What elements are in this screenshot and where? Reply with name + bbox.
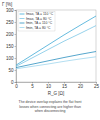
y-tick-mark bbox=[15, 22, 17, 23]
x-tick: 0 bbox=[15, 82, 18, 89]
x-tick: 20 bbox=[78, 82, 84, 89]
y-tick-label: 50 bbox=[8, 68, 14, 73]
y-tick-mark bbox=[15, 10, 17, 11]
y-tick-mark bbox=[15, 34, 17, 35]
legend-swatch bbox=[20, 14, 25, 15]
x-tick: 15 bbox=[62, 82, 68, 89]
x-tick-label: 0 bbox=[15, 84, 18, 89]
y-tick-mark bbox=[15, 46, 17, 47]
y-tick: 100 bbox=[6, 56, 16, 61]
y-tick-mark bbox=[15, 82, 17, 83]
y-tick-label: 250 bbox=[6, 20, 14, 25]
y-tick: 250 bbox=[6, 20, 16, 25]
y-axis: 0 50 100 150 200 250 300 bbox=[6, 8, 17, 85]
x-tick-label: 10 bbox=[46, 84, 52, 89]
legend-swatch bbox=[20, 23, 25, 24]
annotation: when disconnecting bbox=[35, 109, 66, 113]
x-tick: 5 bbox=[31, 82, 34, 89]
x-axis-title: R_G [Ω] bbox=[48, 91, 64, 96]
x-tick: 10 bbox=[46, 82, 52, 89]
y-axis-line bbox=[15, 11, 17, 83]
annotation: The device overlap explains the flat fro… bbox=[19, 100, 82, 104]
series-line bbox=[16, 26, 96, 67]
y-tick-label: 150 bbox=[6, 44, 14, 49]
y-tick-label: 300 bbox=[6, 8, 14, 13]
legend-swatch bbox=[20, 27, 25, 28]
series-line bbox=[16, 52, 96, 68]
x-axis-line bbox=[17, 83, 97, 84]
x-tick-label: 5 bbox=[31, 84, 34, 89]
x-tick: 25 bbox=[94, 82, 100, 89]
y-tick: 0 bbox=[11, 80, 16, 85]
legend-box bbox=[18, 12, 55, 32]
legend-label: fmax, TA = 80 °C bbox=[26, 17, 52, 21]
plot-frame bbox=[16, 10, 96, 82]
x-tick-label: 15 bbox=[62, 84, 68, 89]
legend-label: fmin, TA = 80 °C bbox=[26, 26, 51, 30]
y-tick-label: 100 bbox=[6, 56, 14, 61]
legend-swatch bbox=[20, 18, 25, 19]
y-tick: 300 bbox=[6, 8, 16, 13]
y-tick: 50 bbox=[8, 68, 16, 73]
y-tick-mark bbox=[15, 70, 17, 71]
y-tick-mark bbox=[15, 58, 17, 59]
chart: 0510152025050100150200250300fmax, TA = 1… bbox=[0, 0, 100, 120]
series-line bbox=[16, 57, 96, 69]
series-line bbox=[16, 16, 96, 65]
x-axis: 0 5 10 15 20 25 bbox=[15, 82, 99, 89]
y-tick-label: 0 bbox=[11, 80, 14, 85]
y-tick-label: 200 bbox=[6, 32, 14, 37]
lines bbox=[16, 16, 96, 69]
legend-label: fmax, TA = 110 °C bbox=[26, 12, 54, 16]
x-tick-label: 20 bbox=[78, 84, 84, 89]
y-axis-title: Γ [%] bbox=[2, 2, 12, 7]
y-tick: 150 bbox=[6, 44, 16, 49]
legend: fmax, TA = 110 °Cfmax, TA = 80 °Cfmin, T… bbox=[18, 12, 55, 32]
x-tick-label: 25 bbox=[94, 84, 100, 89]
legend-label: fmin, TA = 110 °C bbox=[26, 21, 53, 25]
annotation: losses when connecting are higher than bbox=[19, 105, 81, 109]
y-tick: 200 bbox=[6, 32, 16, 37]
